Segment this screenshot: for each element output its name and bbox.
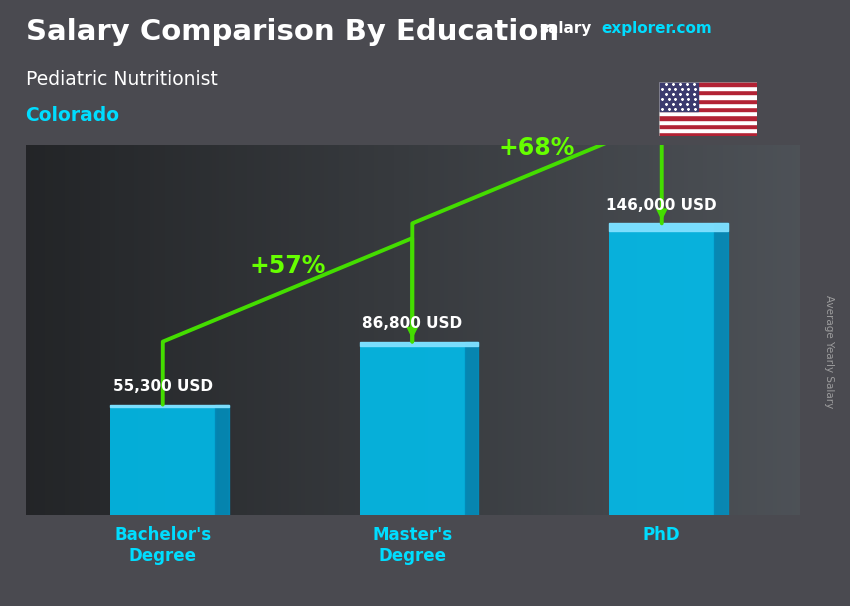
Bar [659,95,756,99]
Text: explorer.com: explorer.com [601,21,711,36]
Bar [110,405,215,515]
Bar [609,224,728,231]
Bar [659,107,756,111]
Bar [659,82,756,86]
Text: 86,800 USD: 86,800 USD [362,316,462,331]
Bar [110,405,229,407]
Bar [714,224,728,515]
Bar [215,405,229,515]
Text: +68%: +68% [499,136,575,160]
Text: Pediatric Nutritionist: Pediatric Nutritionist [26,70,218,88]
Bar [659,115,756,119]
Text: Salary Comparison By Education: Salary Comparison By Education [26,18,558,46]
Text: salary: salary [540,21,592,36]
Bar [465,342,479,515]
Text: 55,300 USD: 55,300 USD [113,379,212,395]
Bar [609,224,714,515]
Bar [659,90,756,95]
Text: Colorado: Colorado [26,106,120,125]
Text: Average Yearly Salary: Average Yearly Salary [824,295,834,408]
Bar [659,128,756,132]
Bar [360,342,479,346]
Bar [659,99,756,103]
Bar [659,124,756,128]
Bar [659,86,756,90]
Bar [659,82,698,111]
Bar [659,111,756,115]
Bar [659,132,756,136]
Bar [659,119,756,124]
Text: 146,000 USD: 146,000 USD [606,198,717,213]
Text: +57%: +57% [249,255,326,278]
Bar [360,342,465,515]
Bar [659,103,756,107]
